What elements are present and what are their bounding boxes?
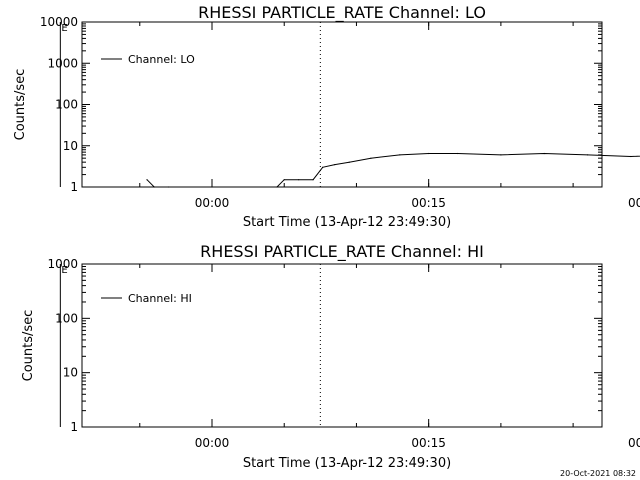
data-point <box>399 154 401 156</box>
data-point <box>543 152 545 155</box>
series-line <box>146 152 640 188</box>
y-axis-label: Counts/sec <box>21 310 36 382</box>
x-tick-label: 00:15 <box>411 436 446 450</box>
x-tick-label: 00:15 <box>411 196 446 210</box>
data-point <box>146 179 148 181</box>
data-point <box>587 154 589 156</box>
x-tick-label: 00:30 <box>628 436 640 450</box>
data-point <box>457 152 459 155</box>
data-point <box>322 166 324 168</box>
event-marker-label: E <box>61 265 67 276</box>
y-tick-label: 1 <box>70 420 78 434</box>
legend-label: Channel: HI <box>128 292 192 305</box>
y-tick-label: 10000 <box>40 15 78 29</box>
timestamp-label: 20-Oct-2021 08:32 <box>560 469 636 478</box>
x-tick-label: 00:00 <box>195 196 230 210</box>
event-marker-label: E <box>61 23 67 34</box>
chart-title: RHESSI PARTICLE_RATE Channel: HI <box>200 242 484 262</box>
data-point <box>630 155 632 158</box>
plot-frame <box>81 263 603 428</box>
chart-panel-1: RHESSI PARTICLE_RATE Channel: LO11010010… <box>13 3 640 230</box>
y-tick-label: 1000 <box>47 257 78 271</box>
x-axis-label: Start Time (13-Apr-12 23:49:30) <box>243 456 451 471</box>
y-tick-label: 1 <box>70 180 78 194</box>
x-tick-label: 00:00 <box>195 436 230 450</box>
data-point <box>348 161 350 163</box>
data-point <box>312 179 314 181</box>
data-point <box>276 186 278 188</box>
data-point <box>500 154 502 156</box>
y-tick-label: 10 <box>63 139 78 153</box>
data-point <box>153 186 155 188</box>
data-point <box>211 186 213 188</box>
y-tick-label: 1000 <box>47 56 78 70</box>
x-axis-label: Start Time (13-Apr-12 23:49:30) <box>243 215 451 230</box>
chart-panel-2: RHESSI PARTICLE_RATE Channel: HI11010010… <box>21 242 640 471</box>
x-tick-label: 00:30 <box>628 196 640 210</box>
data-point <box>168 186 170 188</box>
data-point <box>370 157 372 159</box>
data-point <box>298 179 300 181</box>
y-axis-label: Counts/sec <box>13 69 28 141</box>
legend-label: Channel: LO <box>128 53 195 66</box>
data-point <box>283 179 285 181</box>
chart-title: RHESSI PARTICLE_RATE Channel: LO <box>198 3 486 23</box>
data-point <box>428 152 430 155</box>
y-tick-label: 10 <box>63 366 78 380</box>
data-point <box>334 164 336 166</box>
